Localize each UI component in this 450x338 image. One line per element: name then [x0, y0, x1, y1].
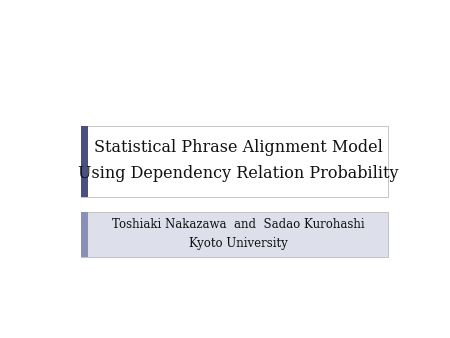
Text: Statistical Phrase Alignment Model: Statistical Phrase Alignment Model	[94, 139, 382, 156]
Text: Toshiaki Nakazawa  and  Sadao Kurohashi: Toshiaki Nakazawa and Sadao Kurohashi	[112, 218, 364, 231]
Bar	[81, 212, 88, 257]
Bar	[81, 212, 387, 257]
Text: Using Dependency Relation Probability: Using Dependency Relation Probability	[78, 165, 398, 182]
Text: Kyoto University: Kyoto University	[189, 237, 287, 250]
Bar	[81, 126, 88, 197]
Bar	[81, 126, 387, 197]
